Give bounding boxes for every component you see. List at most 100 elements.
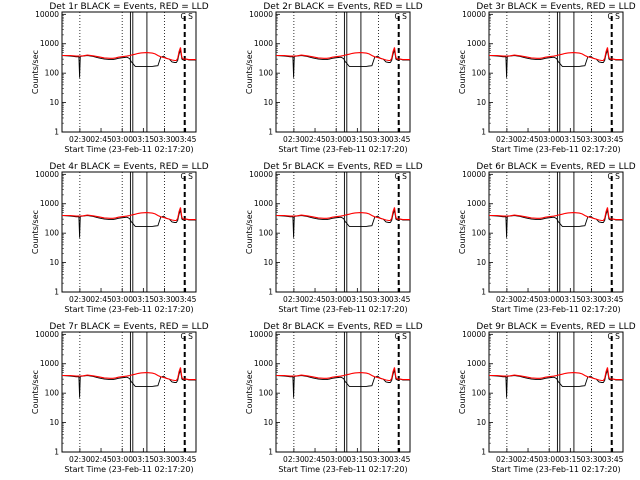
x-tick-label: 02:45 xyxy=(90,295,112,304)
y-tick-label: 10000 xyxy=(462,170,486,179)
y-tick-label: 10 xyxy=(49,258,59,267)
plot-frame xyxy=(275,11,411,133)
panel-2: Det 2r BLACK = Events, RED = LLD 1 10 100 10… xyxy=(245,2,423,154)
y-tick-label: 1 xyxy=(268,288,273,297)
x-tick-label: 03:15 xyxy=(347,135,369,144)
plot-frame xyxy=(61,11,197,133)
x-axis-label: Start Time (23-Feb-11 02:17:20) xyxy=(64,145,193,154)
annotation-label: C S xyxy=(608,12,621,21)
events-series-line xyxy=(61,368,196,398)
y-tick-label: 10 xyxy=(49,418,59,427)
plot-frame xyxy=(488,171,624,293)
y-tick-label: 1000 xyxy=(40,39,59,48)
panel-9: Det 9r BLACK = Events, RED = LLD 1 10 100 10… xyxy=(458,322,636,474)
plot-frame xyxy=(61,331,197,453)
x-tick-label: 03:00 xyxy=(111,295,133,304)
events-series-line xyxy=(488,368,623,398)
x-axis-label: Start Time (23-Feb-11 02:17:20) xyxy=(278,465,407,474)
y-tick-label: 100 xyxy=(472,389,487,398)
y-axis-label: Counts/sec xyxy=(458,210,467,254)
y-tick-label: 100 xyxy=(259,389,274,398)
events-series-line xyxy=(61,208,196,238)
y-tick-label: 1 xyxy=(268,128,273,137)
events-series-line xyxy=(61,48,196,78)
x-tick-label: 02:45 xyxy=(304,135,326,144)
x-tick-label: 03:00 xyxy=(538,455,560,464)
x-tick-label: 03:45 xyxy=(175,295,197,304)
x-tick-label: 03:45 xyxy=(389,455,411,464)
y-axis-label: Counts/sec xyxy=(245,370,254,414)
y-tick-label: 10 xyxy=(49,98,59,107)
x-tick-label: 02:45 xyxy=(90,135,112,144)
panel-5: Det 5r BLACK = Events, RED = LLD 1 10 100 10… xyxy=(245,162,423,314)
events-series-line xyxy=(488,208,623,238)
x-tick-label: 03:45 xyxy=(389,295,411,304)
y-axis-label: Counts/sec xyxy=(31,370,40,414)
x-tick-label: 03:15 xyxy=(133,455,155,464)
y-tick-label: 100 xyxy=(472,69,487,78)
lld-series-line xyxy=(489,367,623,382)
y-tick-label: 10000 xyxy=(462,10,486,19)
panel-4: Det 4r BLACK = Events, RED = LLD 1 10 100 10… xyxy=(31,162,209,314)
x-tick-label: 03:30 xyxy=(368,295,390,304)
panel-3: Det 3r BLACK = Events, RED = LLD 1 10 100 10… xyxy=(458,2,636,154)
x-tick-label: 03:30 xyxy=(581,295,603,304)
x-tick-label: 02:45 xyxy=(90,455,112,464)
y-tick-label: 10 xyxy=(263,98,273,107)
y-tick-label: 1 xyxy=(481,128,486,137)
lld-series-line xyxy=(62,207,196,222)
y-tick-label: 1000 xyxy=(467,359,486,368)
x-tick-label: 03:15 xyxy=(133,295,155,304)
x-axis-label: Start Time (23-Feb-11 02:17:20) xyxy=(64,305,193,314)
x-tick-label: 03:45 xyxy=(175,455,197,464)
panel-title: Det 3r BLACK = Events, RED = LLD xyxy=(476,2,635,12)
lld-series-line xyxy=(276,47,410,62)
x-tick-label: 03:15 xyxy=(560,135,582,144)
x-tick-label: 03:30 xyxy=(368,135,390,144)
x-tick-label: 03:00 xyxy=(325,295,347,304)
y-tick-label: 10 xyxy=(476,258,486,267)
y-axis-label: Counts/sec xyxy=(245,50,254,94)
y-axis-label: Counts/sec xyxy=(31,50,40,94)
x-tick-label: 03:30 xyxy=(368,455,390,464)
lld-series-line xyxy=(276,367,410,382)
panel-title: Det 1r BLACK = Events, RED = LLD xyxy=(49,2,208,12)
y-tick-label: 100 xyxy=(259,69,274,78)
x-axis-label: Start Time (23-Feb-11 02:17:20) xyxy=(278,145,407,154)
panel-8: Det 8r BLACK = Events, RED = LLD 1 10 100 10… xyxy=(245,322,423,474)
y-tick-label: 10 xyxy=(263,418,273,427)
x-tick-label: 03:30 xyxy=(581,455,603,464)
plot-frame xyxy=(488,331,624,453)
x-tick-label: 03:30 xyxy=(154,135,176,144)
y-tick-label: 10 xyxy=(476,418,486,427)
x-tick-label: 03:45 xyxy=(602,295,624,304)
annotation-label: C S xyxy=(608,332,621,341)
plot-frame xyxy=(275,171,411,293)
x-tick-label: 03:00 xyxy=(538,135,560,144)
y-tick-label: 10000 xyxy=(249,170,273,179)
x-tick-label: 03:30 xyxy=(154,455,176,464)
x-tick-label: 02:30 xyxy=(69,455,91,464)
y-tick-label: 1 xyxy=(481,448,486,457)
y-tick-label: 10000 xyxy=(35,170,59,179)
y-tick-label: 1000 xyxy=(467,39,486,48)
x-tick-label: 03:15 xyxy=(347,455,369,464)
panel-1: Det 1r BLACK = Events, RED = LLD 1 10 100 10… xyxy=(31,2,209,154)
annotation-label: C S xyxy=(181,12,194,21)
y-tick-label: 100 xyxy=(472,229,487,238)
annotation-label: C S xyxy=(395,332,408,341)
lld-series-line xyxy=(62,47,196,62)
panel-6: Det 6r BLACK = Events, RED = LLD 1 10 100 10… xyxy=(458,162,636,314)
x-tick-label: 02:45 xyxy=(304,455,326,464)
x-tick-label: 03:00 xyxy=(325,135,347,144)
x-axis-label: Start Time (23-Feb-11 02:17:20) xyxy=(491,465,620,474)
events-series-line xyxy=(275,368,410,398)
x-axis-label: Start Time (23-Feb-11 02:17:20) xyxy=(64,465,193,474)
x-tick-label: 03:30 xyxy=(154,295,176,304)
panel-7: Det 7r BLACK = Events, RED = LLD 1 10 100 10… xyxy=(31,322,209,474)
lld-series-line xyxy=(276,207,410,222)
y-tick-label: 1000 xyxy=(254,359,273,368)
events-series-line xyxy=(275,48,410,78)
plot-frame xyxy=(275,331,411,453)
